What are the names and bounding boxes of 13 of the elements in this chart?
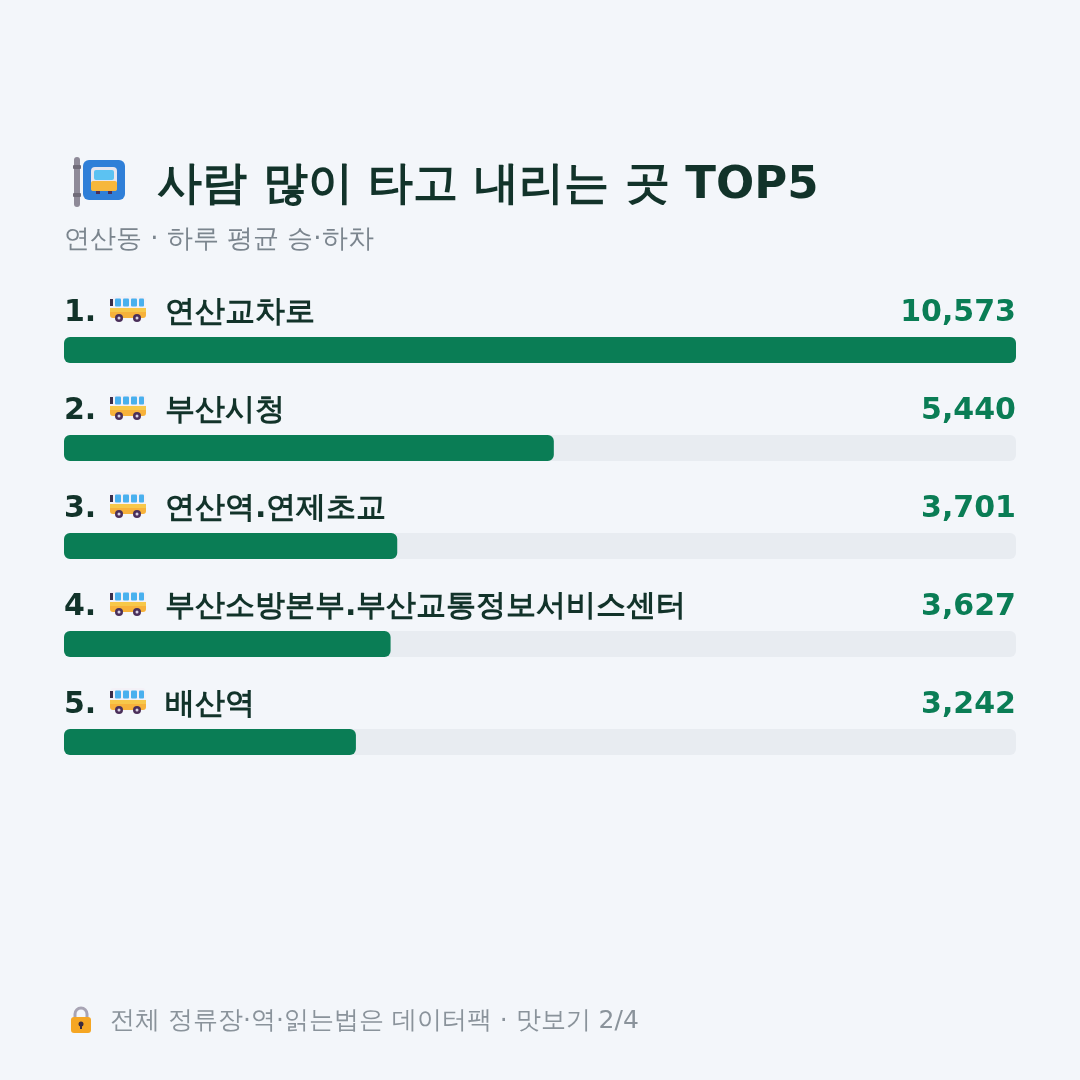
data-label: 5,440	[921, 390, 1016, 426]
chart-title: 사람 많이 타고 내리는 곳 TOP5	[157, 155, 819, 211]
data-label: 3,701	[921, 488, 1016, 524]
category-label: 2. 부산시청	[64, 390, 285, 426]
data-label: 3,242	[921, 684, 1016, 720]
chart-subtitle: 연산동 · 하루 평균 승·하차	[64, 222, 374, 255]
text: 전체 정류장·역·읽는법은 데이터팩 · 맛보기 2/4	[110, 1004, 639, 1036]
data-label: 10,573	[900, 292, 1016, 328]
category-label: 1. 연산교차로	[64, 292, 315, 328]
data-label: 3,627	[921, 586, 1016, 622]
category-label: 3. 연산역.연제초교	[64, 488, 387, 524]
category-label: 4. 부산소방본부.부산교통정보서비스센터	[64, 586, 687, 622]
category-label: 5. 배산역	[64, 684, 255, 720]
